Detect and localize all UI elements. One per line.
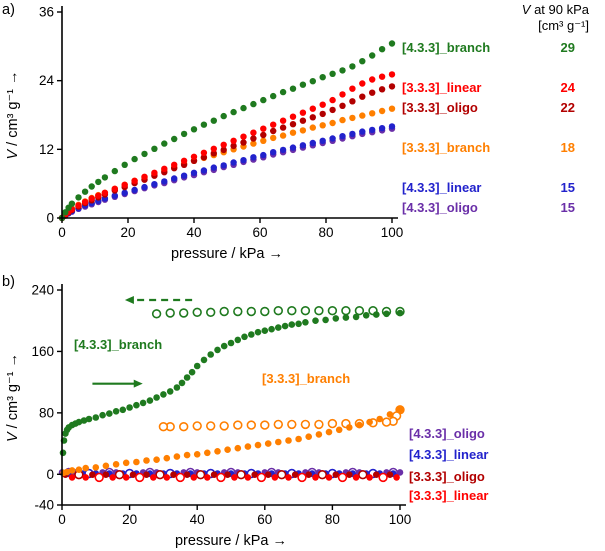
svg-text:0: 0 (58, 512, 66, 527)
legend-label: [4.3.3]_oligo (402, 200, 478, 215)
panel-b-label: b) (2, 274, 15, 290)
svg-text:100: 100 (389, 512, 412, 527)
legend-value: 15 (560, 180, 575, 195)
svg-text:20: 20 (120, 225, 135, 240)
legend-header-units: [cm³ g⁻¹] (538, 18, 589, 33)
svg-text:160: 160 (31, 344, 54, 359)
legend-label: [4.3.3]_branch (402, 40, 491, 55)
panel-a-label: a) (2, 2, 15, 18)
legend-row: [3.3.3]_linear 24 (402, 80, 575, 95)
svg-text:12: 12 (39, 142, 54, 157)
panel-b-chart: 0 20 40 60 80 100 -40 0 80 160 240 pressure / kPa →… (5, 283, 412, 550)
svg-text:24: 24 (39, 73, 55, 88)
legend-row: [3.3.3]_oligo 22 (402, 100, 575, 115)
legend-header-rest: at 90 kPa (530, 2, 589, 17)
legend-value: 22 (560, 100, 575, 115)
legend-row: [4.3.3]_branch 29 (402, 40, 575, 55)
panel-a-legend: V at 90 kPa [cm³ g⁻¹] [4.3.3]_branch 29 … (400, 0, 597, 265)
legend-label: [4.3.3]_linear (402, 180, 482, 195)
legend-row: [3.3.3]_branch 18 (402, 140, 575, 155)
series-label-433-linear: [4.3.3]_linear (409, 447, 489, 462)
svg-text:0: 0 (46, 211, 54, 226)
legend-value: 18 (560, 140, 575, 155)
legend-label: [3.3.3]_branch (402, 140, 491, 155)
svg-text:40: 40 (190, 512, 205, 527)
svg-text:40: 40 (186, 225, 201, 240)
svg-text:pressure / kPa →: pressure / kPa → (171, 246, 283, 262)
legend-value: 24 (560, 80, 575, 95)
svg-text:60: 60 (252, 225, 267, 240)
series-label-333-branch: [3.3.3]_branch (262, 371, 351, 386)
svg-text:60: 60 (257, 512, 272, 527)
svg-text:80: 80 (325, 512, 340, 527)
svg-text:0: 0 (58, 225, 66, 240)
legend-label: [3.3.3]_oligo (402, 100, 478, 115)
svg-text:240: 240 (31, 283, 54, 298)
svg-text:0: 0 (46, 467, 54, 482)
svg-text:V / cm³ g⁻¹ →: V / cm³ g⁻¹ → (5, 353, 21, 442)
svg-text:pressure / kPa →: pressure / kPa → (175, 533, 287, 549)
legend-header-v: V (521, 2, 531, 17)
legend-header: V at 90 kPa [cm³ g⁻¹] (522, 2, 589, 34)
series-label-333-oligo: [3.3.3]_oligo (409, 469, 485, 484)
svg-text:80: 80 (39, 405, 54, 420)
svg-text:36: 36 (39, 5, 54, 20)
svg-text:20: 20 (122, 512, 137, 527)
series-label-333-linear: [3.3.3]_linear (409, 488, 489, 503)
legend-row: [4.3.3]_linear 15 (402, 180, 575, 195)
svg-text:100: 100 (381, 225, 404, 240)
series-label-433-branch: [4.3.3]_branch (74, 337, 163, 352)
svg-text:80: 80 (318, 225, 333, 240)
legend-row: [4.3.3]_oligo 15 (402, 200, 575, 215)
svg-text:-40: -40 (34, 498, 54, 513)
series-label-433-oligo: [4.3.3]_oligo (409, 426, 485, 441)
panel-a-chart: 0 20 40 60 80 100 0 12 24 36 pressure / kPa → V / c… (5, 5, 404, 263)
svg-text:V / cm³ g⁻¹ →: V / cm³ g⁻¹ → (5, 70, 21, 159)
legend-value: 29 (560, 40, 575, 55)
legend-label: [3.3.3]_linear (402, 80, 482, 95)
legend-value: 15 (560, 200, 575, 215)
